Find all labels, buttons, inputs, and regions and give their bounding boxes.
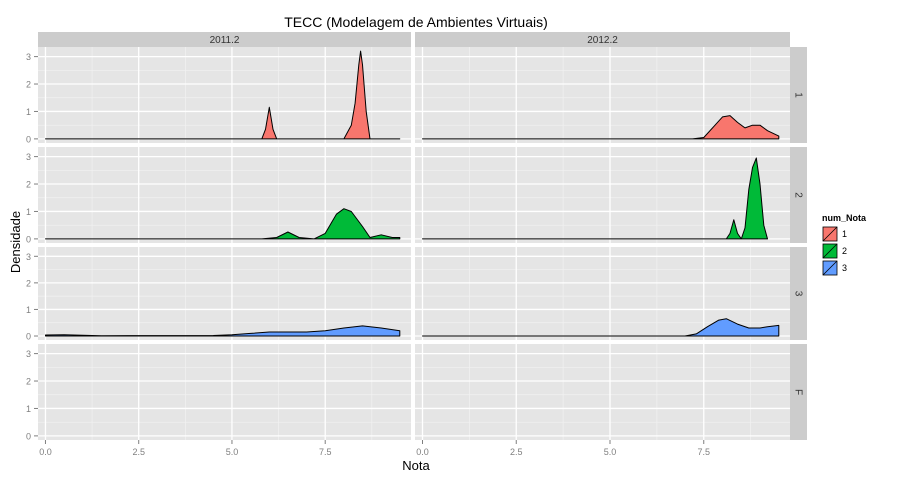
column-strip-2012.2 xyxy=(415,32,790,47)
row-strip-2 xyxy=(790,147,807,243)
y-tick-label: 3 xyxy=(26,252,31,262)
y-axis-title: Densidade xyxy=(8,211,23,273)
y-tick-label: 3 xyxy=(26,152,31,162)
column-strip-label: 2012.2 xyxy=(587,35,618,46)
density-area-2012.2-2 xyxy=(422,157,768,240)
legend-swatch-slash xyxy=(822,260,838,276)
panel-2011.2-1 xyxy=(38,47,411,143)
density-area-2012.2-1 xyxy=(422,115,780,140)
y-tick-label: 0 xyxy=(26,134,31,144)
row-strip-3 xyxy=(790,247,807,340)
chart-title: TECC (Modelagem de Ambientes Virtuais) xyxy=(284,14,548,30)
y-tick-label: 2 xyxy=(26,80,31,90)
y-tick-label: 1 xyxy=(26,207,31,217)
legend-label: 1 xyxy=(842,229,847,239)
x-tick-label: 5.0 xyxy=(226,447,239,457)
panel-background xyxy=(38,47,411,143)
legend-swatch-slash xyxy=(822,243,838,259)
y-tick-label: 3 xyxy=(26,52,31,62)
x-tick-label: 2.5 xyxy=(510,447,523,457)
panel-2011.2-F xyxy=(38,344,411,440)
x-tick-label: 2.5 xyxy=(132,447,145,457)
x-tick-label: 0.0 xyxy=(39,447,52,457)
x-axis-title: Nota xyxy=(402,458,430,473)
x-tick-label: 0.0 xyxy=(416,447,429,457)
y-tick-label: 2 xyxy=(26,180,31,190)
panel-2012.2-2 xyxy=(415,147,790,243)
panel-background xyxy=(38,247,411,340)
panel-background xyxy=(415,147,790,243)
panel-2012.2-F xyxy=(415,344,790,440)
row-strip-label: 2 xyxy=(793,192,804,198)
density-area-2011.2-3 xyxy=(45,325,401,337)
y-tick-label: 0 xyxy=(26,431,31,441)
row-strip-F xyxy=(790,344,807,440)
x-tick-label: 7.5 xyxy=(697,447,710,457)
y-tick-label: 1 xyxy=(26,305,31,315)
y-tick-label: 2 xyxy=(26,278,31,288)
legend-swatch-slash xyxy=(822,226,838,242)
legend-label: 3 xyxy=(842,263,847,273)
density-area-2011.2-1 xyxy=(45,50,401,140)
legend-title: num_Nota xyxy=(822,213,867,223)
y-tick-label: 3 xyxy=(26,349,31,359)
panel-background xyxy=(415,344,790,440)
y-tick-label: 0 xyxy=(26,234,31,244)
x-tick-label: 5.0 xyxy=(604,447,617,457)
density-area-2012.2-3 xyxy=(422,318,780,337)
row-strip-label: 3 xyxy=(793,291,804,297)
y-tick-label: 0 xyxy=(26,332,31,342)
row-strip-1 xyxy=(790,47,807,143)
y-tick-label: 2 xyxy=(26,377,31,387)
density-area-2011.2-2 xyxy=(45,208,401,240)
row-strip-label: 1 xyxy=(793,92,804,98)
y-tick-label: 1 xyxy=(26,404,31,414)
column-strip-2011.2 xyxy=(38,32,411,47)
row-strip-label: F xyxy=(793,389,804,395)
panel-2011.2-3 xyxy=(38,247,411,340)
x-tick-label: 7.5 xyxy=(319,447,332,457)
legend-label: 2 xyxy=(842,246,847,256)
column-strip-label: 2011.2 xyxy=(210,35,240,46)
y-tick-label: 1 xyxy=(26,107,31,117)
panel-background xyxy=(38,344,411,440)
legend: num_Nota 1 2 3 xyxy=(821,213,867,277)
